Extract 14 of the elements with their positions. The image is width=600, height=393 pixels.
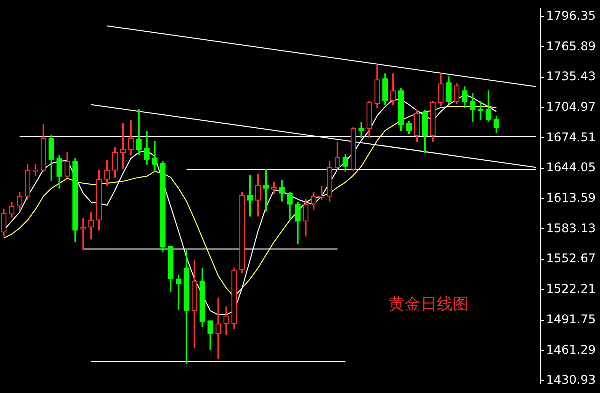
y-tick-label: 1522.21 bbox=[546, 282, 596, 296]
y-tick-label: 1461.29 bbox=[546, 342, 596, 357]
y-tick-label: 1704.97 bbox=[546, 100, 596, 114]
y-tick-label: 1583.13 bbox=[546, 221, 596, 236]
y-tick-label: 1674.51 bbox=[546, 130, 596, 144]
y-tick-label: 1552.67 bbox=[546, 252, 596, 266]
y-tick-label: 1796.35 bbox=[546, 8, 596, 23]
y-tick-label: 1735.43 bbox=[546, 70, 596, 84]
y-tick-label: 1765.89 bbox=[546, 39, 596, 54]
y-tick-label: 1430.93 bbox=[546, 373, 596, 388]
y-tick-label: 1613.59 bbox=[546, 191, 596, 206]
annotation: 黄金日线图 bbox=[389, 294, 470, 314]
y-tick-label: 1491.75 bbox=[546, 312, 596, 326]
y-tick-label: 1644.05 bbox=[546, 160, 596, 175]
